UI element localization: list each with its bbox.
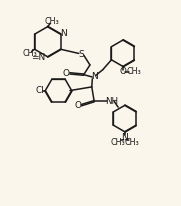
Text: =N: =N [31, 53, 45, 62]
Text: CH₃: CH₃ [127, 67, 141, 76]
Text: S: S [79, 50, 84, 59]
Text: O: O [119, 67, 126, 76]
Text: NH: NH [105, 97, 118, 106]
Text: O: O [63, 69, 70, 77]
Text: CH₃: CH₃ [110, 138, 125, 147]
Text: N: N [121, 133, 128, 142]
Text: CH₃: CH₃ [124, 138, 139, 147]
Text: Cl: Cl [35, 86, 44, 95]
Text: O: O [74, 101, 81, 110]
Text: N: N [60, 29, 67, 38]
Text: CH₃: CH₃ [45, 17, 60, 26]
Text: CH₃: CH₃ [22, 49, 37, 58]
Text: N: N [91, 72, 98, 81]
